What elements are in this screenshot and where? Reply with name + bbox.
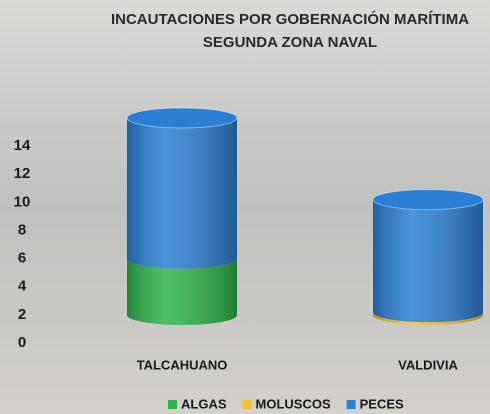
bar-cap	[372, 189, 484, 211]
y-tick-label: 10	[14, 193, 31, 210]
y-tick-label: 4	[18, 278, 27, 295]
legend-label: PECES	[360, 396, 404, 411]
legend-label: ALGAS	[181, 396, 227, 411]
y-tick-label: 8	[18, 221, 26, 238]
legend-swatch	[346, 400, 356, 409]
bar-shade	[373, 312, 483, 325]
y-tick-label: 2	[18, 306, 26, 323]
legend-swatch	[242, 400, 252, 409]
x-tick-label: VALDIVIA	[398, 357, 458, 372]
bar-shade	[373, 199, 483, 323]
y-tick-label: 6	[18, 250, 26, 267]
y-tick-label: 0	[18, 334, 26, 351]
y-tick-label: 12	[14, 165, 31, 182]
bar-shade	[127, 258, 237, 325]
y-tick-label: 14	[14, 137, 31, 154]
bar-cap	[126, 107, 238, 129]
bar-shade	[127, 118, 237, 269]
chart-title: INCAUTACIONES POR GOBERNACIÓN MARÍTIMA	[111, 10, 469, 28]
legend-label: MOLUSCOS	[256, 396, 331, 411]
x-tick-label: TALCAHUANO	[137, 357, 228, 372]
legend-swatch	[168, 400, 177, 409]
chart-subtitle: SEGUNDA ZONA NAVAL	[203, 34, 377, 51]
